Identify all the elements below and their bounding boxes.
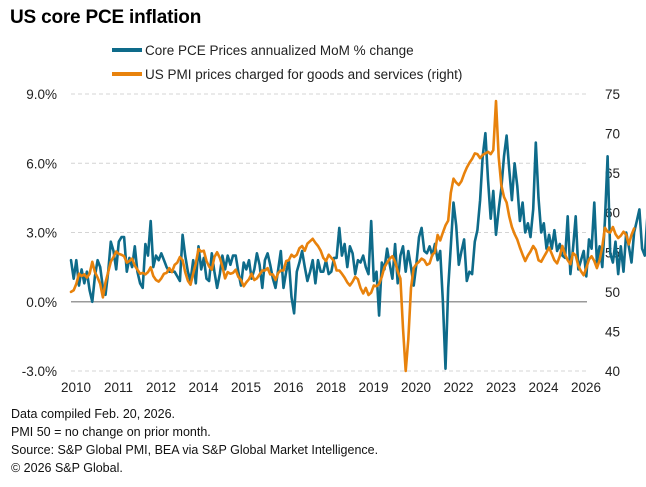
right-axis-tick-label: 45 (605, 324, 620, 339)
right-axis-tick-label: 50 (605, 285, 620, 300)
legend-swatch-pmi-prices (112, 72, 142, 76)
right-axis-tick-label: 70 (605, 127, 620, 142)
footer-compiled-date: Data compiled Feb. 20, 2026. (11, 407, 175, 421)
legend-item-core-pce: Core PCE Prices annualized MoM % change (112, 38, 462, 62)
legend-label-pmi-prices: US PMI prices charged for goods and serv… (145, 66, 463, 82)
x-axis-tick-label: 2011 (104, 380, 133, 395)
series-lines (69, 99, 646, 373)
legend-label-core-pce: Core PCE Prices annualized MoM % change (145, 42, 414, 58)
x-axis-tick-label: 2018 (316, 380, 346, 395)
left-axis-ticks: 9.0% 6.0% 3.0% 0.0% -3.0% (22, 87, 57, 379)
x-axis-tick-label: 2016 (273, 380, 303, 395)
left-axis-tick-label: 6.0% (26, 156, 57, 171)
x-axis-tick-label: 2026 (571, 380, 601, 395)
left-axis-tick-label: 3.0% (26, 226, 57, 241)
legend-item-pmi-prices: US PMI prices charged for goods and serv… (112, 62, 462, 86)
footer-source: Source: S&P Global PMI, BEA via S&P Glob… (11, 443, 379, 457)
x-axis-tick-label: 2022 (443, 380, 473, 395)
left-axis-tick-label: 9.0% (26, 87, 57, 102)
x-axis-tick-label: 2024 (528, 380, 559, 395)
chart-title: US core PCE inflation (10, 7, 202, 28)
chart-legend: Core PCE Prices annualized MoM % change … (112, 38, 462, 86)
left-axis-tick-label: -3.0% (22, 364, 57, 379)
chart-footer: Data compiled Feb. 20, 2026. PMI 50 = no… (11, 405, 378, 477)
x-axis-ticks: 2010 2011 2012 2014 2015 2016 2018 2019 2020 2022… (61, 380, 601, 395)
left-axis-tick-label: 0.0% (26, 295, 57, 310)
right-axis-tick-label: 60 (605, 206, 620, 221)
x-axis-tick-label: 2010 (61, 380, 91, 395)
series-line-pmi-prices (69, 99, 636, 373)
footer-pmi-note: PMI 50 = no change on prior month. (11, 425, 211, 439)
x-axis-tick-label: 2015 (231, 380, 261, 395)
x-axis-tick-label: 2019 (358, 380, 388, 395)
x-axis-tick-label: 2020 (401, 380, 431, 395)
right-axis-tick-label: 40 (605, 364, 620, 379)
legend-swatch-core-pce (112, 48, 142, 52)
gridlines (71, 93, 587, 372)
x-axis-tick-label: 2012 (146, 380, 176, 395)
x-axis-tick-label: 2014 (188, 380, 219, 395)
right-axis-tick-label: 75 (605, 87, 620, 102)
x-axis-tick-label: 2023 (486, 380, 516, 395)
footer-copyright: © 2026 S&P Global. (11, 461, 123, 475)
series-line-core-pce (69, 131, 646, 371)
